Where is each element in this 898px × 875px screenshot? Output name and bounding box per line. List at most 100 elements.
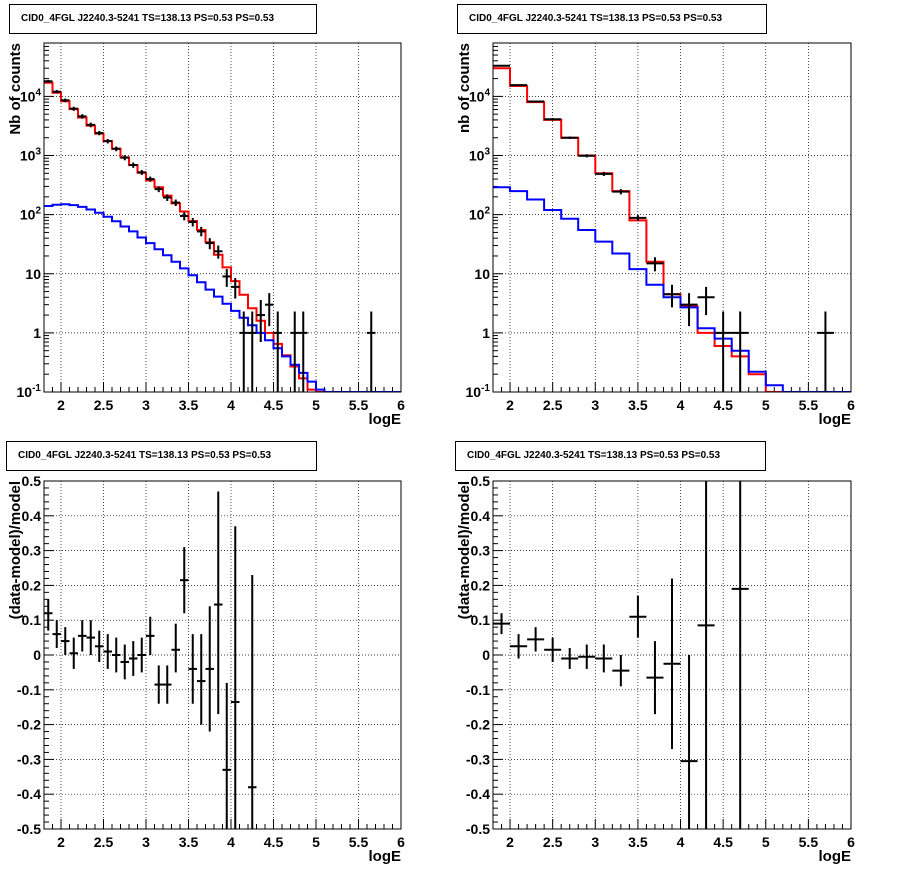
data-point [120, 644, 129, 680]
y-tick-label: 0.4 [22, 508, 42, 524]
series-group [44, 491, 257, 829]
y-tick-label: 102 [469, 206, 491, 223]
data-point [129, 641, 138, 676]
data-point [103, 634, 112, 669]
y-tick-label: 10-1 [17, 383, 42, 400]
x-tick-label: 5.5 [799, 834, 819, 850]
data-point [256, 299, 265, 343]
data-point [510, 634, 528, 659]
y-tick-label: 0.2 [22, 577, 42, 593]
y-tick-label: 103 [469, 147, 491, 164]
y-tick-label: -0.3 [17, 751, 41, 767]
data-point [231, 277, 240, 299]
x-tick-label: 4 [677, 834, 685, 850]
data-point [137, 637, 146, 673]
data-point [120, 155, 129, 161]
histogram-step-line [44, 203, 401, 392]
plot-frame [43, 480, 402, 830]
data-point [163, 194, 172, 202]
data-point [290, 311, 299, 392]
x-tick-label: 2.5 [94, 834, 114, 850]
plot-frame [492, 42, 852, 393]
data-point [78, 114, 87, 119]
data-point [146, 176, 155, 182]
x-tick-label: 5 [312, 834, 320, 850]
data-point [663, 578, 681, 749]
data-point [154, 186, 163, 193]
data-point [103, 139, 112, 144]
data-point [612, 655, 630, 687]
y-tick-label: 0.1 [22, 612, 42, 628]
series-group [493, 64, 851, 392]
x-tick-label: 4.5 [713, 397, 733, 413]
y-tick-label: 103 [20, 147, 42, 164]
x-tick-label: 4.5 [264, 397, 284, 413]
x-tick-label: 2 [506, 834, 514, 850]
data-point [95, 630, 104, 662]
y-axis-title: (data-model)/model [456, 481, 473, 619]
y-tick-label: 10 [25, 266, 41, 282]
x-tick-label: 3 [142, 397, 150, 413]
data-point [248, 311, 257, 392]
x-axis-title: logE [819, 411, 852, 428]
x-tick-label: 5 [762, 397, 770, 413]
data-point [680, 655, 698, 829]
data-point [188, 217, 197, 227]
data-point [180, 212, 189, 221]
x-tick-label: 2.5 [94, 397, 114, 413]
x-tick-label: 3.5 [628, 834, 648, 850]
x-tick-label: 3 [591, 834, 599, 850]
x-tick-label: 4 [227, 834, 235, 850]
data-point [527, 627, 545, 652]
y-tick-label: 0.1 [471, 612, 491, 628]
y-tick-label: -0.4 [466, 786, 490, 802]
panel-3-title: CID0_4FGL J2240.3-5241 TS=138.13 PS=0.53… [6, 441, 317, 471]
data-point [595, 171, 613, 177]
panel-4-title: CID0_4FGL J2240.3-5241 TS=138.13 PS=0.53… [455, 441, 766, 471]
data-point [86, 122, 95, 128]
x-tick-label: 2.5 [543, 397, 563, 413]
x-tick-label: 6 [397, 834, 405, 850]
data-point [61, 98, 70, 103]
data-point [273, 311, 282, 392]
plot-frame [492, 480, 852, 830]
y-tick-label: 0.4 [471, 508, 491, 524]
y-tick-label: -0.5 [17, 821, 41, 837]
series-group [493, 481, 749, 829]
x-tick-label: 2 [57, 397, 65, 413]
data-point [69, 637, 78, 669]
y-tick-label: 0.2 [471, 577, 491, 593]
y-tick-label: -0.1 [17, 682, 41, 698]
x-axis-title: logE [369, 411, 402, 428]
data-point [171, 199, 180, 206]
x-tick-label: 4 [677, 397, 685, 413]
x-axis-title: logE [369, 848, 402, 865]
data-point [44, 79, 53, 83]
data-point [544, 118, 562, 121]
data-point [154, 665, 163, 704]
x-tick-label: 4.5 [264, 834, 284, 850]
y-tick-label: 10-1 [466, 383, 491, 400]
plot-panel-2: 2 2.5 3 3.5 4 4.5 5 5.5 6 10-1 1 10 102 103 104 logE nb … [456, 42, 855, 428]
data-point [646, 641, 664, 715]
data-point [731, 311, 749, 392]
data-point [78, 620, 87, 652]
data-point [595, 644, 613, 673]
data-point [612, 189, 630, 195]
data-point [561, 648, 579, 669]
data-point [205, 606, 214, 732]
x-tick-label: 6 [847, 834, 855, 850]
data-point [188, 634, 197, 704]
data-point [646, 257, 664, 272]
y-tick-label: -0.2 [466, 717, 490, 733]
x-tick-label: 5.5 [349, 397, 369, 413]
data-point [714, 311, 732, 392]
data-point [544, 637, 562, 662]
data-point [527, 100, 545, 103]
plot-frame [43, 42, 402, 393]
data-point [231, 526, 240, 829]
x-tick-label: 3 [142, 834, 150, 850]
series-group [44, 79, 401, 392]
data-point [205, 238, 214, 250]
